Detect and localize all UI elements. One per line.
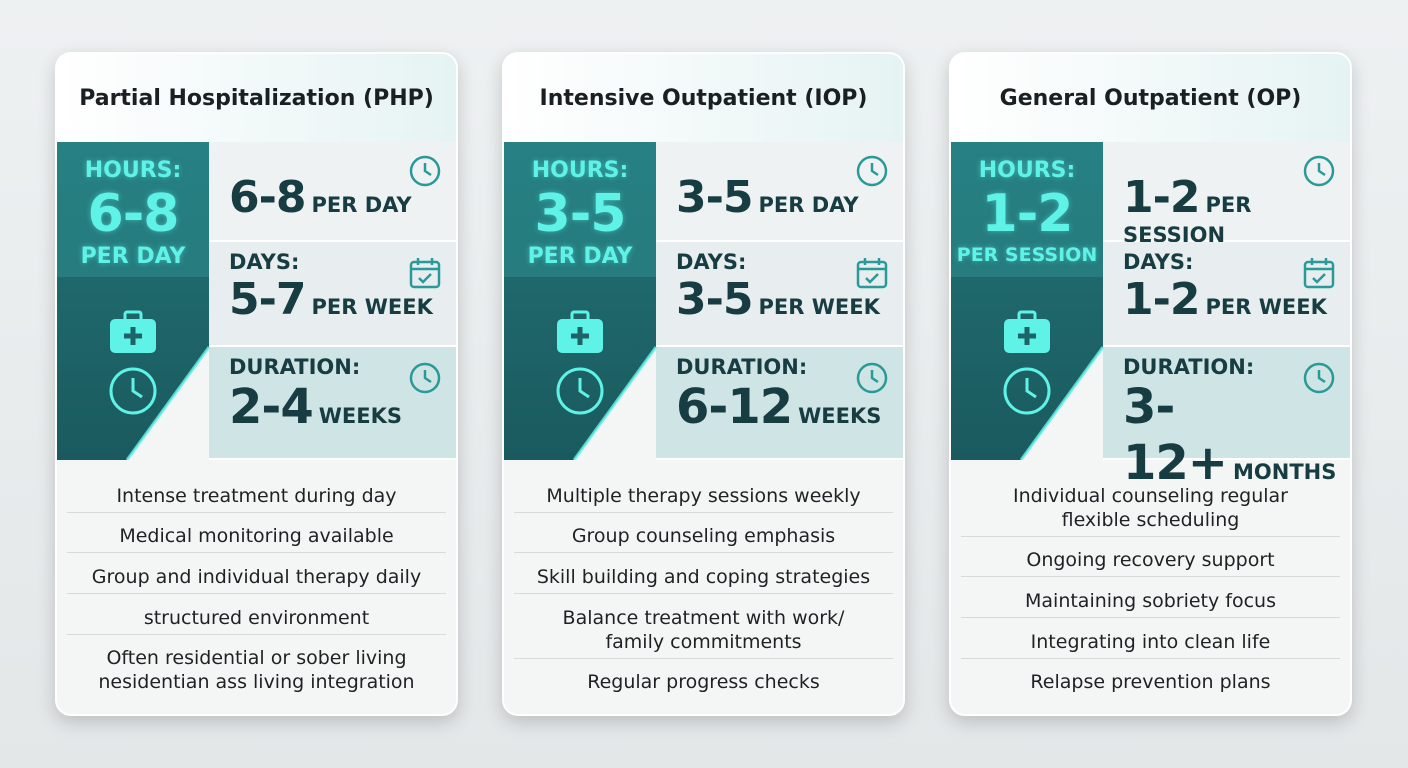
- bullet-list: Intense treatment during day Medical moni…: [67, 472, 446, 706]
- icon: [856, 258, 888, 289]
- hours-label: HOURS:: [978, 158, 1076, 183]
- stat-value: 6-12: [676, 379, 793, 435]
- highlight-panel: [57, 142, 210, 460]
- stat-label: DAYS:: [229, 250, 300, 274]
- stat-value: 1-2: [1123, 172, 1200, 223]
- stat-label: DURATION:: [676, 355, 808, 379]
- icon: [1003, 310, 1051, 415]
- bullet: Intense treatment during day: [67, 480, 446, 513]
- card-title: Intensive Outpatient (IOP): [504, 54, 903, 142]
- card-title: General Outpatient (OP): [951, 54, 1350, 142]
- hours-unit: PER DAY: [527, 244, 633, 269]
- icon: [109, 310, 157, 415]
- stat-row: DURATION: 6-12 WEEKS: [656, 347, 903, 460]
- icon: [409, 155, 441, 187]
- stat-label: DURATION:: [229, 355, 361, 379]
- bullet: Ongoing recovery support: [961, 544, 1340, 578]
- stat-row: 1-2 PER SESSION: [1103, 142, 1350, 247]
- stat-row: DAYS: 1-2 PER WEEK: [1103, 242, 1350, 347]
- stat-value: 3-5: [676, 274, 753, 325]
- stat-unit: PER DAY: [311, 193, 412, 217]
- stat-value: 3-5: [676, 172, 753, 223]
- icon: [409, 258, 441, 289]
- stat-unit: PER WEEK: [758, 295, 880, 319]
- bullet-list: Individual counseling regular flexible s…: [961, 472, 1340, 706]
- bullet: Relapse prevention plans: [1030, 671, 1271, 694]
- icon: [1303, 155, 1335, 187]
- stat-value: 5-7: [229, 274, 306, 325]
- stat-row: DAYS: 5-7 PER WEEK: [209, 242, 456, 347]
- stat-row: DURATION: 2-4 WEEKS: [209, 347, 456, 460]
- icon: [1303, 258, 1335, 289]
- stat-value: 6-8: [229, 172, 306, 223]
- bullet: structured environment: [67, 602, 446, 635]
- hours-value: 3-5: [534, 184, 627, 244]
- bullet-list: Multiple therapy sessions weekly Group co…: [514, 472, 893, 706]
- icon: [856, 155, 888, 187]
- stat-label: DAYS:: [676, 250, 747, 274]
- icon: [409, 362, 441, 394]
- stat-label: DAYS:: [1123, 250, 1194, 274]
- stat-value: 1-2: [1123, 274, 1200, 325]
- bullet: Skill building and coping strategies: [514, 561, 893, 594]
- card: Intensive Outpatient (IOP) 3-5 PER DAY DAYS…: [502, 52, 905, 716]
- icon: [856, 362, 888, 394]
- highlight-panel: [951, 142, 1104, 460]
- stat-row: 3-5 PER DAY: [656, 142, 903, 242]
- bullet: Medical monitoring available: [67, 520, 446, 554]
- stats: 3-5 PER DAY DAYS: 3-5 PER WEEK DURATION: 6-12 W…: [504, 142, 903, 460]
- stat-unit: WEEKS: [318, 404, 402, 428]
- stat-label: DURATION:: [1123, 355, 1255, 379]
- icon: [556, 310, 604, 415]
- hours-value: 6-8: [87, 184, 180, 244]
- stat-unit: MONTHS: [1233, 460, 1337, 484]
- stat-unit: WEEKS: [798, 404, 882, 428]
- bullet: Often residential or sober living neside…: [98, 647, 415, 694]
- card: Partial Hospitalization (PHP) 6-8 PER DAY D…: [55, 52, 458, 716]
- hours-value: 1-2: [981, 184, 1074, 244]
- bullet: Maintaining sobriety focus: [961, 585, 1340, 618]
- stat-unit: PER WEEK: [1205, 295, 1327, 319]
- bullet: Multiple therapy sessions weekly: [514, 480, 893, 513]
- bullet: Group counseling emphasis: [514, 520, 893, 554]
- hours-label: HOURS:: [84, 158, 182, 183]
- bullet: Regular progress checks: [587, 671, 820, 694]
- card: General Outpatient (OP) 1-2 PER SESSION DAY…: [949, 52, 1352, 716]
- bullet: Individual counseling regular flexible s…: [961, 480, 1340, 537]
- stat-row: DURATION: 3-12+ MONTHS: [1103, 347, 1350, 491]
- icon: [1303, 362, 1335, 394]
- hours-unit: PER SESSION: [956, 244, 1098, 266]
- stat-value: 3-12+: [1123, 379, 1228, 491]
- card-title: Partial Hospitalization (PHP): [57, 54, 456, 142]
- stat-unit: PER DAY: [758, 193, 859, 217]
- bullet: Group and individual therapy daily: [67, 561, 446, 594]
- highlight-panel: [504, 142, 657, 460]
- bullet: Integrating into clean life: [961, 626, 1340, 659]
- stats: 1-2 PER SESSION DAYS: 1-2 PER WEEK DURATION: 3…: [951, 142, 1350, 491]
- hours-label: HOURS:: [531, 158, 629, 183]
- bullet: Balance treatment with work/ family comm…: [514, 602, 893, 659]
- hours-unit: PER DAY: [80, 244, 186, 269]
- stat-unit: PER WEEK: [311, 295, 433, 319]
- stat-row: DAYS: 3-5 PER WEEK: [656, 242, 903, 347]
- stat-value: 2-4: [229, 379, 314, 435]
- stats: 6-8 PER DAY DAYS: 5-7 PER WEEK DURATION: 2-4 WE…: [57, 142, 456, 460]
- stat-row: 6-8 PER DAY: [209, 142, 456, 242]
